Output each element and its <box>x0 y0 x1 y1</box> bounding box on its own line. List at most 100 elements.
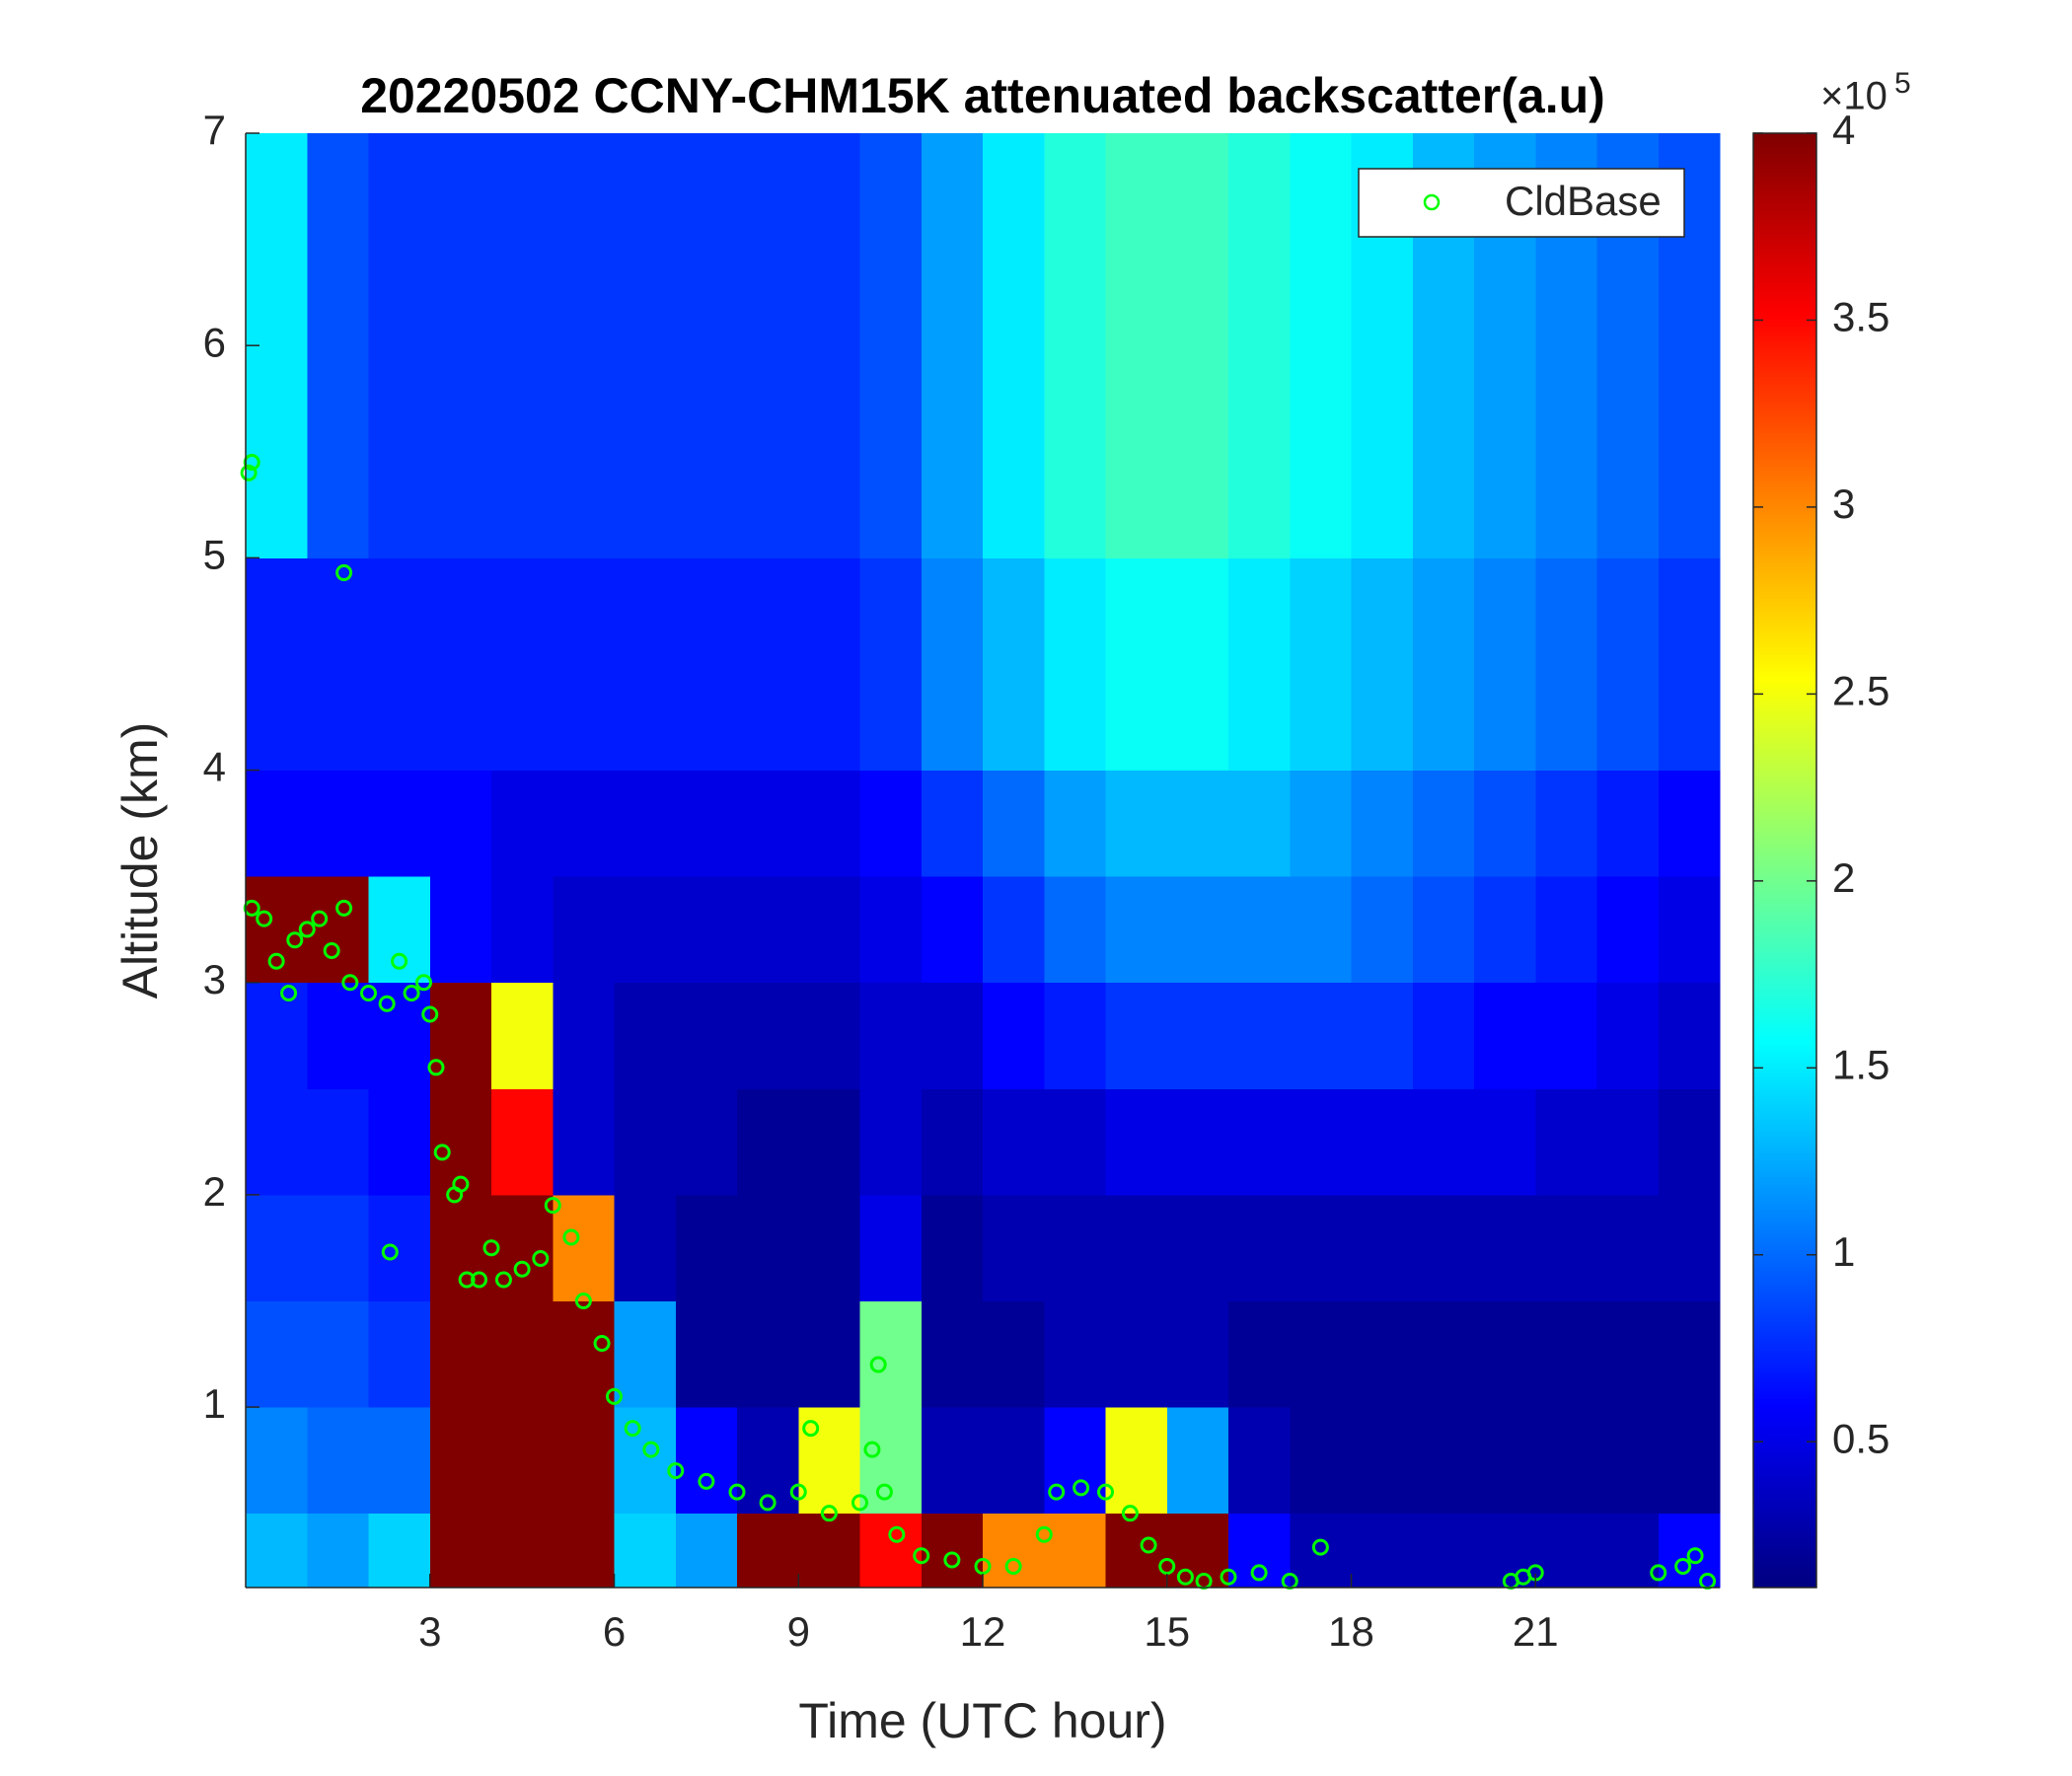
heatmap-cell <box>1044 982 1106 1089</box>
cloud-base-point <box>1004 1557 1022 1575</box>
heatmap-cell <box>675 1407 738 1515</box>
heatmap-cell <box>1596 1194 1660 1302</box>
heatmap-cell <box>1228 1407 1291 1515</box>
heatmap-cell <box>798 1513 860 1589</box>
heatmap-cell <box>614 1088 677 1196</box>
heatmap-cell <box>859 1088 923 1196</box>
heatmap-cell <box>614 1513 677 1589</box>
heatmap-cell <box>1474 982 1536 1089</box>
heatmap-cell <box>1658 770 1721 877</box>
cloud-base-point <box>482 1239 500 1257</box>
heatmap-cell <box>1166 1407 1229 1515</box>
heatmap-cell <box>1228 982 1291 1089</box>
heatmap-cell <box>1105 876 1168 984</box>
heatmap-cell <box>1228 345 1291 558</box>
cloud-base-point <box>606 1387 623 1405</box>
heatmap-cell <box>1658 1088 1721 1196</box>
heatmap-cell <box>491 1513 554 1589</box>
heatmap-cell <box>1044 133 1106 346</box>
heatmap-cell <box>983 345 1045 558</box>
heatmap-cell <box>307 1513 369 1589</box>
heatmap-cell <box>429 133 492 346</box>
heatmap-cell <box>798 876 860 984</box>
cloud-base-point <box>1158 1557 1176 1575</box>
heatmap-cell <box>1658 133 1721 346</box>
heatmap-cell <box>921 1194 984 1302</box>
heatmap-cell <box>737 770 799 877</box>
heatmap-cell <box>1166 982 1229 1089</box>
heatmap-cell <box>1166 133 1229 346</box>
heatmap-cell <box>1535 982 1597 1089</box>
cloud-base-point <box>1140 1536 1157 1554</box>
cloud-base-point <box>789 1483 807 1501</box>
heatmap-cell <box>1351 770 1414 877</box>
x-tick-label: 21 <box>1513 1608 1559 1655</box>
heatmap-cell <box>429 1513 492 1589</box>
cloud-base-point <box>1686 1547 1704 1565</box>
heatmap-cell <box>921 770 984 877</box>
heatmap-cell <box>1105 1088 1168 1196</box>
heatmap-cell <box>368 982 431 1089</box>
heatmap-cell <box>307 876 369 984</box>
heatmap-cell <box>1105 133 1168 346</box>
cloud-base-point <box>851 1494 868 1512</box>
cloud-base-point <box>574 1293 592 1310</box>
heatmap-cell <box>1351 557 1414 772</box>
cloud-base-point <box>1220 1568 1237 1586</box>
cloud-base-point <box>458 1271 476 1289</box>
y-tick-label: 2 <box>203 1168 226 1215</box>
heatmap-cell <box>798 1194 860 1302</box>
heatmap-cell <box>1658 982 1721 1089</box>
heatmap-cell <box>1596 1513 1660 1589</box>
heatmap-cell <box>1290 1088 1352 1196</box>
heatmap-cell <box>553 1088 615 1196</box>
heatmap-cell <box>1290 345 1352 558</box>
heatmap-cell <box>798 557 860 772</box>
heatmap-cell <box>307 1194 369 1302</box>
heatmap-cell <box>246 982 308 1089</box>
legend-label: CldBase <box>1505 178 1662 224</box>
heatmap-cell <box>859 345 923 558</box>
heatmap-cell <box>491 345 554 558</box>
x-tick-label: 12 <box>960 1608 1006 1655</box>
heatmap-cell <box>307 770 369 877</box>
x-tick-label: 15 <box>1144 1608 1190 1655</box>
legend-marker <box>1423 193 1441 211</box>
heatmap-cell <box>983 1407 1045 1515</box>
heatmap-cell <box>921 1407 984 1515</box>
heatmap-cell <box>1474 1088 1536 1196</box>
heatmap-cell <box>1658 876 1721 984</box>
heatmap-cell <box>1228 876 1291 984</box>
heatmap-cell <box>307 1088 369 1196</box>
colorbar-tick-label: 3 <box>1832 481 1855 527</box>
colorbar-tick-label: 3.5 <box>1832 294 1889 340</box>
heatmap-cell <box>491 770 554 877</box>
heatmap-cell <box>368 1088 431 1196</box>
heatmap-cell <box>798 1300 860 1408</box>
heatmap-cell <box>1166 1194 1229 1302</box>
heatmap-cell <box>1044 1407 1106 1515</box>
heatmap-cell <box>859 876 923 984</box>
heatmap-cell <box>1535 770 1597 877</box>
heatmap-cell <box>798 770 860 877</box>
heatmap-cell <box>983 876 1045 984</box>
heatmap-cell <box>1535 1513 1597 1589</box>
heatmap-cell <box>1228 1194 1291 1302</box>
heatmap-cell <box>675 1194 738 1302</box>
y-axis-label: Altitude (km) <box>112 722 168 999</box>
heatmap-cell <box>983 1300 1045 1408</box>
cloud-base-point <box>341 974 359 992</box>
heatmap-cell <box>1412 770 1475 877</box>
heatmap-cell <box>1474 876 1536 984</box>
cloud-base-point <box>820 1505 838 1522</box>
colorbar-tick-label: 0.5 <box>1832 1415 1889 1461</box>
heatmap-cell <box>1044 1194 1106 1302</box>
heatmap-cell <box>553 770 615 877</box>
heatmap-cell <box>859 133 923 346</box>
y-tick-label: 6 <box>203 319 226 365</box>
cloud-base-point <box>1073 1479 1090 1497</box>
cloud-base-point <box>243 454 260 472</box>
heatmap-cell <box>1658 557 1721 772</box>
heatmap-cell <box>1474 1194 1536 1302</box>
heatmap-cell <box>675 982 738 1089</box>
